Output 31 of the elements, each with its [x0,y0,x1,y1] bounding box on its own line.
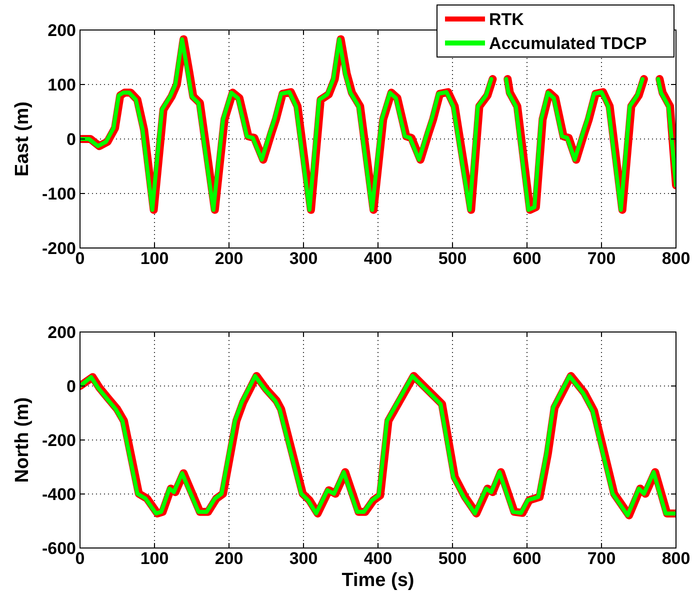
x-tick-label: 300 [289,249,318,268]
y-tick-label: -600 [42,538,76,558]
y-tick-label: 200 [48,322,76,342]
x-tick-label: 200 [214,549,244,568]
x-tick-label: 100 [140,249,169,268]
x-tick-label: 500 [438,249,467,268]
y-tick-label: -200 [42,238,76,258]
x-tick-label: 800 [662,249,690,268]
y-axis-title: North (m) [12,397,33,483]
legend-label: RTK [489,10,525,29]
x-axis-title: Time (s) [342,570,414,591]
y-axis-title: East (m) [12,102,33,176]
x-tick-label: 700 [587,549,616,568]
y-tick-label: -200 [42,430,76,450]
y-tick-label: -100 [42,184,76,204]
y-tick-label: 100 [48,75,76,94]
y-tick-label: 0 [66,130,76,149]
x-tick-label: 400 [364,249,392,268]
x-tick-label: 600 [512,549,542,568]
legend-label: Accumulated TDCP [489,34,647,53]
x-tick-label: 400 [364,549,392,568]
x-tick-label: 700 [587,249,616,268]
x-tick-label: 500 [438,549,467,568]
y-tick-label: 200 [48,20,76,40]
x-tick-label: 600 [512,249,542,268]
y-tick-label: -400 [42,484,76,504]
x-tick-label: 100 [140,549,169,568]
y-tick-label: 0 [66,376,76,396]
x-tick-label: 800 [662,549,690,568]
x-tick-label: 200 [214,249,244,268]
x-tick-label: 300 [289,549,318,568]
